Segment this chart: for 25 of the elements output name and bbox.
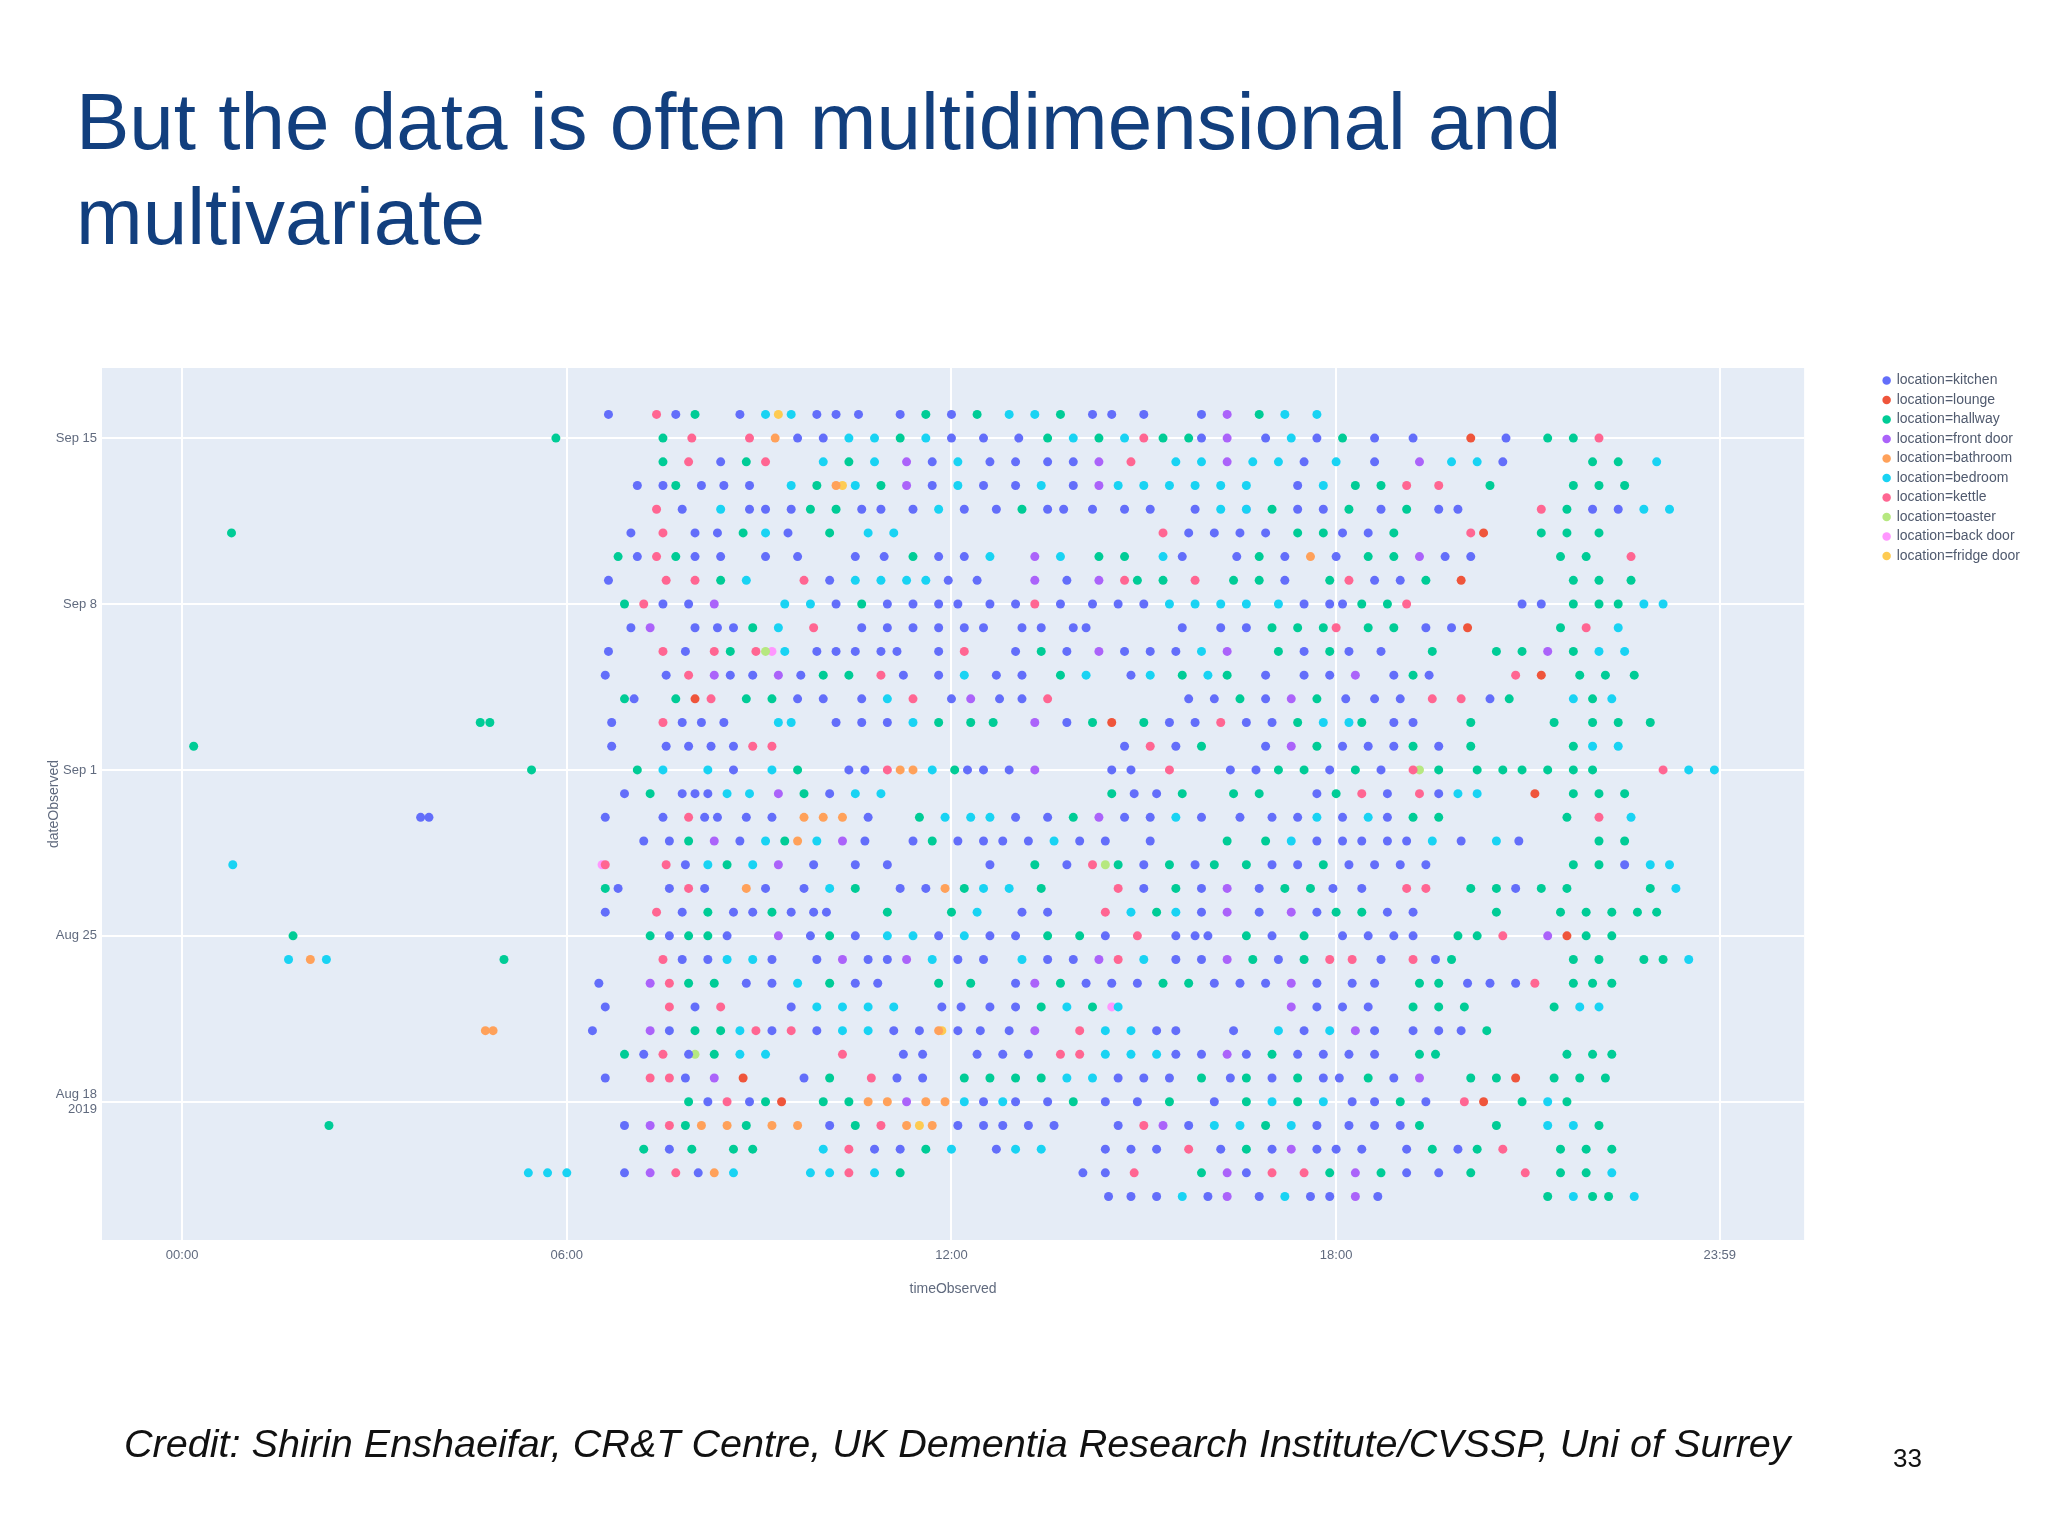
text: Credit: Shirin Enshaeifar, CR&T Centre, UK Dementia Research Institute/CVSSP, Uni of Surrey	[124, 1420, 1791, 1467]
chart-title: But the data is often multidimensional and multivariate	[76, 76, 1563, 263]
y-tick-label: Aug 18 2019	[55, 1085, 97, 1117]
legend-label: location=back door	[1896, 527, 2015, 544]
x-tick-label: 23:59	[1703, 1247, 1736, 1263]
legend-label: location=kitchen	[1896, 371, 1998, 388]
y-tick-label: Sep 15	[55, 429, 97, 445]
legend-label: location=lounge	[1896, 390, 1996, 407]
x-axis-title: timeObserved	[909, 1280, 997, 1297]
x-tick-label: 12:00	[935, 1247, 968, 1263]
x-tick-label: 06:00	[550, 1247, 584, 1263]
y-tick-label: Sep 1	[63, 761, 97, 777]
legend-label: location=bathroom	[1896, 449, 2013, 466]
x-tick-label: 00:00	[165, 1247, 199, 1263]
x-tick-label: 18:00	[1319, 1247, 1353, 1263]
legend-label: location=toaster	[1896, 507, 1997, 524]
legend-label: location=hallway	[1896, 410, 2000, 427]
legend-label: location=bedroom	[1896, 468, 2009, 485]
legend-label: location=fridge door	[1896, 546, 2021, 563]
legend-label: location=front door	[1896, 429, 2014, 446]
y-axis-title: dateObserved	[45, 760, 62, 848]
y-tick-label: Sep 8	[63, 595, 97, 611]
y-tick-label: Aug 25	[55, 927, 97, 943]
text: 33	[1893, 1442, 1922, 1474]
legend-label: location=kettle	[1896, 488, 1987, 505]
